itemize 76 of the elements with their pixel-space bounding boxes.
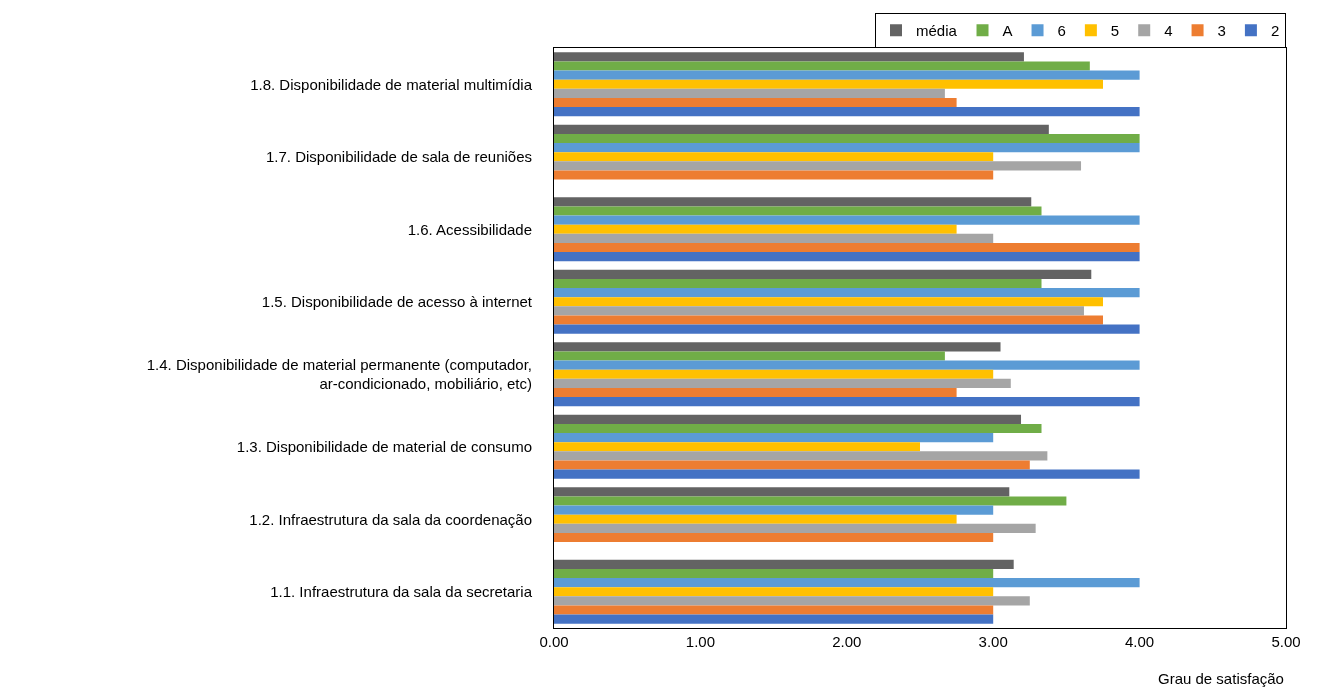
bar xyxy=(554,124,1049,134)
bar xyxy=(554,170,994,180)
bar xyxy=(554,433,994,443)
x-axis-title: Grau de satisfação xyxy=(1158,670,1284,687)
bar xyxy=(554,97,957,108)
bar xyxy=(554,197,1032,207)
bar xyxy=(554,143,1140,153)
x-tick-label: 5.00 xyxy=(1271,633,1301,650)
bar xyxy=(554,387,957,398)
bar xyxy=(554,614,994,624)
bar xyxy=(554,252,1140,262)
bar xyxy=(554,306,1084,316)
x-tick-label: 1.00 xyxy=(685,633,715,650)
bar xyxy=(554,324,1140,334)
y-tick-label: 1.3. Disponibilidade de material de consumo xyxy=(236,438,532,455)
bar xyxy=(554,61,1090,71)
bar xyxy=(554,423,1042,434)
bar xyxy=(554,442,920,452)
bar xyxy=(554,505,994,515)
bar xyxy=(554,342,1001,352)
bar xyxy=(554,278,1042,289)
y-tick-label: 1.1. Infraestrutura da sala da secretaria xyxy=(270,583,533,600)
y-tick-label: 1.2. Infraestrutura da sala da coordenação xyxy=(249,510,532,528)
bar xyxy=(554,559,1014,569)
bar xyxy=(554,70,1140,80)
bar xyxy=(554,568,994,579)
y-tick-label: 1.8. Disponibilidade de material multimídia xyxy=(250,75,533,93)
bar xyxy=(554,378,1011,388)
bar xyxy=(554,269,1092,279)
bar xyxy=(554,532,994,543)
bar xyxy=(554,288,1140,298)
bar xyxy=(554,360,1140,370)
bar xyxy=(554,233,994,243)
legend-label: A xyxy=(1002,22,1013,40)
bar xyxy=(554,152,994,162)
x-tick-label: 0.00 xyxy=(539,633,569,650)
y-tick-label: 1.7. Disponibilidade de sala de reuniões xyxy=(265,148,532,165)
bar xyxy=(554,315,1103,325)
bar xyxy=(554,161,1082,171)
x-tick-label: 3.00 xyxy=(978,633,1008,650)
bar xyxy=(554,297,1103,307)
bar xyxy=(554,88,945,98)
bar xyxy=(554,587,994,597)
bar xyxy=(554,460,1030,470)
bar xyxy=(554,514,957,524)
bar xyxy=(554,487,1010,497)
bar xyxy=(554,596,1030,606)
bar xyxy=(554,414,1022,424)
x-tick-label: 2.00 xyxy=(832,633,862,650)
bar xyxy=(554,224,957,234)
bar xyxy=(554,215,1140,225)
bar xyxy=(554,397,1140,407)
legend-label: 3 xyxy=(1217,22,1226,40)
legend-label: média xyxy=(916,22,958,40)
bar xyxy=(554,52,1024,62)
bar xyxy=(554,242,1140,253)
bar xyxy=(554,605,994,615)
x-tick-label: 4.00 xyxy=(1125,633,1155,650)
bar xyxy=(554,351,945,361)
bar xyxy=(554,133,1140,144)
bar xyxy=(554,79,1103,89)
legend-label: 5 xyxy=(1110,22,1120,40)
bar xyxy=(554,523,1036,533)
bar xyxy=(554,369,994,379)
y-tick-label: 1.6. Acessibilidade xyxy=(407,220,532,238)
bar xyxy=(554,107,1140,117)
legend-label: 4 xyxy=(1164,22,1173,40)
bar xyxy=(554,469,1140,479)
y-tick-label: 1.5. Disponibilidade de acesso à internet xyxy=(261,293,533,310)
bar xyxy=(554,451,1048,461)
bar xyxy=(554,496,1067,506)
legend-label: 6 xyxy=(1057,22,1066,40)
y-tick-label: 1.4. Disponibilidade de material permanente (computador, ar-condicionado, mobiliário, etc) xyxy=(146,355,532,393)
bar xyxy=(554,206,1042,216)
bar xyxy=(554,578,1140,588)
legend-label: 2 xyxy=(1270,22,1280,40)
